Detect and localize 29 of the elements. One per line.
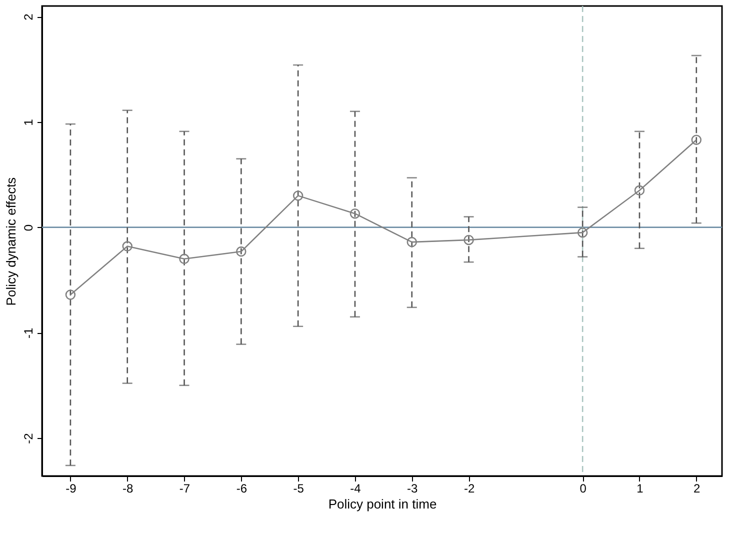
point xyxy=(577,227,588,238)
x-tick-label: 2 xyxy=(694,482,701,496)
x-tick-label: -4 xyxy=(350,482,362,496)
x-tick-label: -9 xyxy=(66,482,77,496)
y-tick-label: 2 xyxy=(22,13,36,20)
x-axis-title: Policy point in time xyxy=(328,496,437,512)
x-tick-label: 0 xyxy=(580,482,587,496)
x-tick-label: -3 xyxy=(407,482,418,496)
point xyxy=(292,190,304,201)
point xyxy=(464,234,474,246)
point xyxy=(350,208,360,219)
y-tick-label: 0 xyxy=(22,224,36,232)
x-tick-label: 1 xyxy=(636,482,644,496)
point xyxy=(122,241,132,252)
point xyxy=(65,290,76,300)
y-tick-label: -2 xyxy=(22,432,36,444)
x-tick-label: -7 xyxy=(179,482,190,496)
y-axis-title: Policy dynamic effects xyxy=(4,176,18,306)
point xyxy=(406,236,417,248)
x-tick-label: -8 xyxy=(122,482,134,496)
y-tick-label: -1 xyxy=(22,328,36,339)
x-tick-label: -6 xyxy=(236,482,248,496)
point xyxy=(236,246,246,257)
point xyxy=(634,185,645,196)
point xyxy=(691,134,702,145)
point xyxy=(179,254,190,264)
x-tick-label: -2 xyxy=(464,482,475,496)
y-tick-label: 1 xyxy=(22,118,36,126)
x-tick-label: -5 xyxy=(293,482,304,496)
